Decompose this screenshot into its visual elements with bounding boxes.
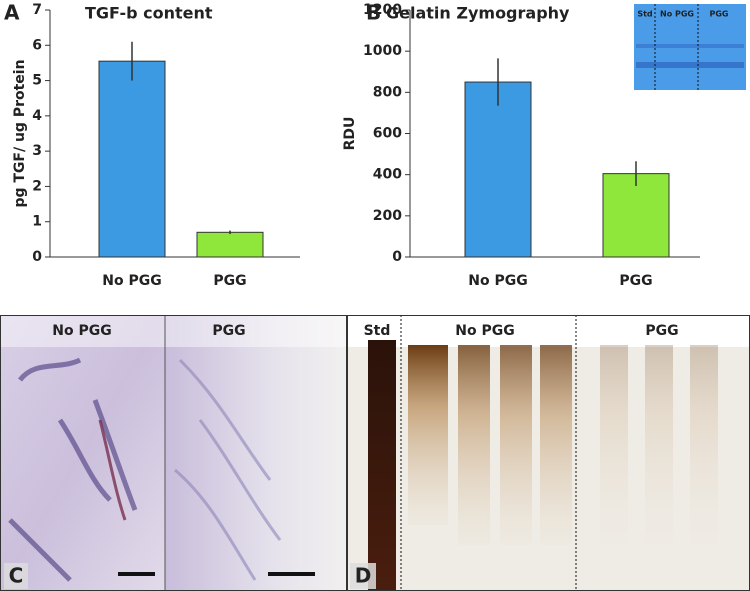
y-tick-label: 1000	[363, 43, 402, 59]
y-tick-label: 1200	[363, 2, 402, 18]
panel-label: B	[366, 1, 381, 25]
x-tick-label: PGG	[619, 273, 652, 289]
y-tick-label: 7	[32, 2, 42, 18]
y-tick-label: 1	[32, 214, 42, 230]
y-tick-label: 0	[392, 249, 402, 265]
y-tick-label: 2	[32, 178, 42, 194]
y-tick-label: 6	[32, 37, 42, 53]
lane-label: PGG	[212, 323, 245, 339]
panel-c-image	[0, 315, 347, 591]
lane-label: Std	[364, 323, 391, 339]
y-tick-label: 800	[373, 84, 402, 100]
y-tick-label: 400	[373, 167, 402, 183]
x-tick-label: PGG	[213, 273, 246, 289]
bar	[464, 81, 532, 258]
lane-label: No PGG	[52, 323, 111, 339]
y-axis-label: pg TGF/ ug Protein	[12, 59, 28, 207]
panel-label: D	[355, 564, 372, 588]
panel-label: A	[4, 1, 20, 25]
y-tick-label: 0	[32, 249, 42, 265]
lane-label: PGG	[645, 323, 678, 339]
bar	[98, 60, 166, 258]
inset-lane-label: PGG	[710, 10, 729, 19]
inset-lane-label: Std	[637, 10, 653, 19]
y-tick-label: 5	[32, 73, 42, 89]
y-tick-label: 3	[32, 143, 42, 159]
panel-d-image	[347, 315, 750, 591]
x-tick-label: No PGG	[468, 273, 527, 289]
y-tick-label: 4	[32, 108, 42, 124]
zymography-inset	[634, 4, 746, 90]
x-tick-label: No PGG	[102, 273, 161, 289]
panel-label: C	[9, 564, 24, 588]
inset-lane-label: No PGG	[660, 10, 694, 19]
chart-title: Gelatin Zymography	[386, 4, 570, 23]
chart-title: TGF-b content	[85, 4, 213, 23]
y-tick-label: 200	[373, 208, 402, 224]
y-axis-label: RDU	[342, 117, 358, 151]
lane-label: No PGG	[455, 323, 514, 339]
y-tick-label: 600	[373, 126, 402, 142]
bar	[196, 231, 264, 258]
bar	[602, 173, 670, 258]
